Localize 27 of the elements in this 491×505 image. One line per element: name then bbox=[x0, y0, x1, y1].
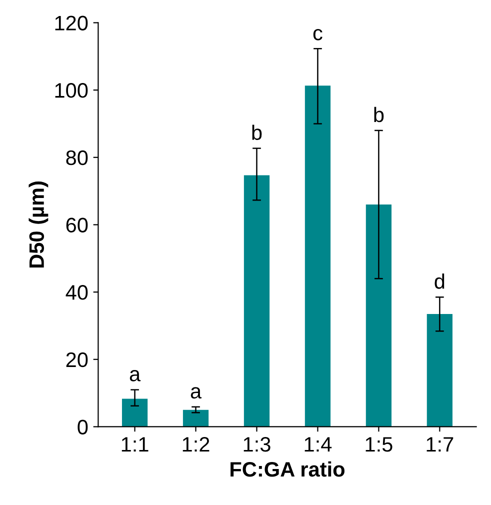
annotation: d bbox=[434, 274, 444, 289]
y-tick-label: 100 bbox=[55, 83, 88, 98]
x-tick-label: 1:7 bbox=[426, 437, 454, 452]
y-tick-label: 60 bbox=[66, 218, 88, 232]
annotation: c bbox=[313, 28, 322, 40]
bar bbox=[244, 175, 270, 427]
bar bbox=[122, 398, 148, 427]
x-tick-label: 1:1 bbox=[122, 437, 148, 452]
y-tick-label: 40 bbox=[66, 285, 88, 300]
annotation: a bbox=[130, 370, 141, 382]
y-tick-label: 20 bbox=[66, 352, 88, 368]
bar bbox=[304, 86, 331, 427]
y-tick-label: 120 bbox=[55, 16, 88, 30]
bar bbox=[426, 314, 452, 427]
annotation: b bbox=[374, 106, 384, 122]
x-tick-label: 1:5 bbox=[366, 437, 392, 452]
x-tick-label: 1:4 bbox=[304, 437, 332, 452]
bar bbox=[182, 410, 209, 427]
x-axis-title: FC:GA ratio bbox=[230, 461, 344, 477]
y-tick-label: 0 bbox=[78, 420, 88, 434]
x-tick-label: 1:3 bbox=[244, 436, 270, 452]
x-tick-label: 1:2 bbox=[182, 436, 210, 452]
y-axis-title: D50 (µm) bbox=[28, 182, 48, 268]
annotation: a bbox=[190, 387, 202, 399]
bar bbox=[366, 204, 392, 427]
annotation: b bbox=[252, 124, 262, 140]
y-tick-label: 80 bbox=[66, 150, 88, 166]
